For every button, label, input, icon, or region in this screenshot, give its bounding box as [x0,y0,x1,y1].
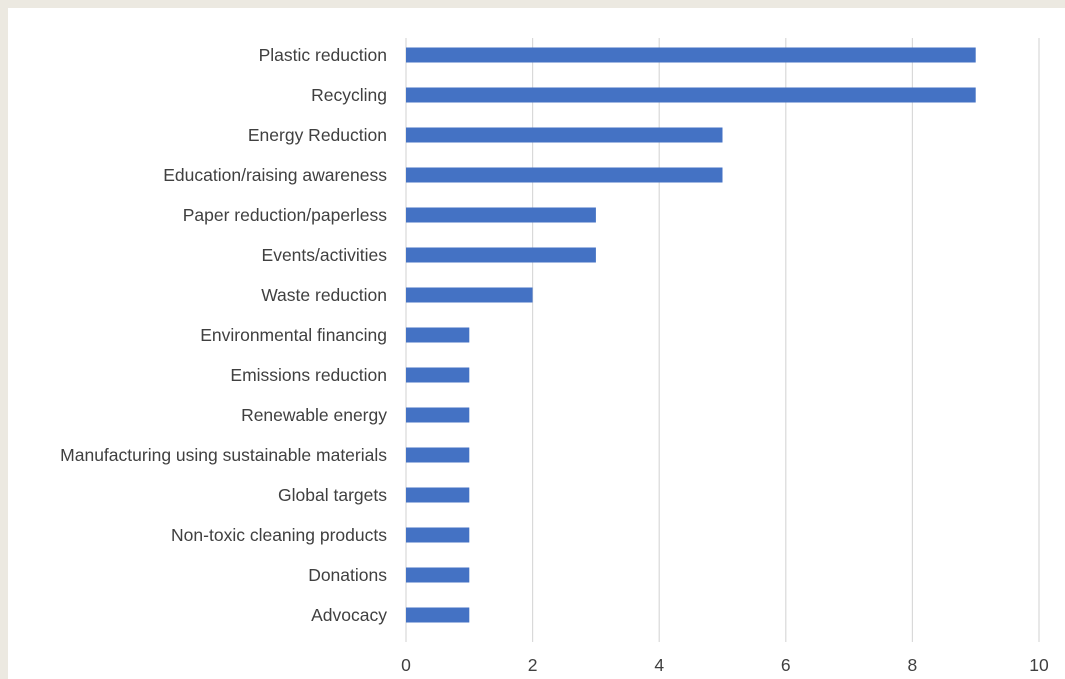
bar-donations [406,567,470,583]
bar-emissions-reduction [406,367,470,383]
category-label-education-raising-awareness: Education/raising awareness [163,165,387,185]
bar-waste-reduction [406,287,533,303]
category-label-waste-reduction: Waste reduction [261,285,387,305]
category-labels: Plastic reduction Recycling Energy Reducti… [60,45,387,625]
category-label-global-targets: Global targets [278,485,387,505]
category-label-manufacturing-using-sustainable-materials: Manufacturing using sustainable material… [60,445,387,465]
bar-environmental-financing [406,327,470,343]
bar-plastic-reduction [406,47,976,63]
x-tick-label-6: 6 [781,655,791,675]
x-tick-label-2: 2 [528,655,538,675]
x-tick-label-0: 0 [401,655,411,675]
bar-renewable-energy [406,407,470,423]
category-label-events-activities: Events/activities [262,245,388,265]
category-label-donations: Donations [308,565,387,585]
x-tick-label-10: 10 [1029,655,1049,675]
bar-global-targets [406,487,470,503]
category-label-emissions-reduction: Emissions reduction [230,365,387,385]
bar-advocacy [406,607,470,623]
x-tick-label-8: 8 [908,655,918,675]
bar-events-activities [406,247,596,263]
bar-recycling [406,87,976,103]
bar-energy-reduction [406,127,723,143]
category-label-environmental-financing: Environmental financing [200,325,387,345]
x-tick-label-4: 4 [654,655,664,675]
category-label-recycling: Recycling [311,85,387,105]
category-label-plastic-reduction: Plastic reduction [259,45,387,65]
chart-panel: Plastic reduction Recycling Energy Reducti… [8,8,1065,679]
x-axis-tick-labels: 0 2 4 6 8 10 [401,655,1049,675]
bar-manufacturing-using-sustainable-materials [406,447,470,463]
category-label-non-toxic-cleaning-products: Non-toxic cleaning products [171,525,387,545]
bar-education-raising-awareness [406,167,723,183]
category-label-renewable-energy: Renewable energy [241,405,387,425]
category-label-paper-reduction-paperless: Paper reduction/paperless [183,205,388,225]
bar-non-toxic-cleaning-products [406,527,470,543]
bar-chart: Plastic reduction Recycling Energy Reducti… [60,38,1049,675]
category-label-energy-reduction: Energy Reduction [248,125,387,145]
bars [406,47,976,623]
bar-paper-reduction-paperless [406,207,596,223]
category-label-advocacy: Advocacy [311,605,387,625]
